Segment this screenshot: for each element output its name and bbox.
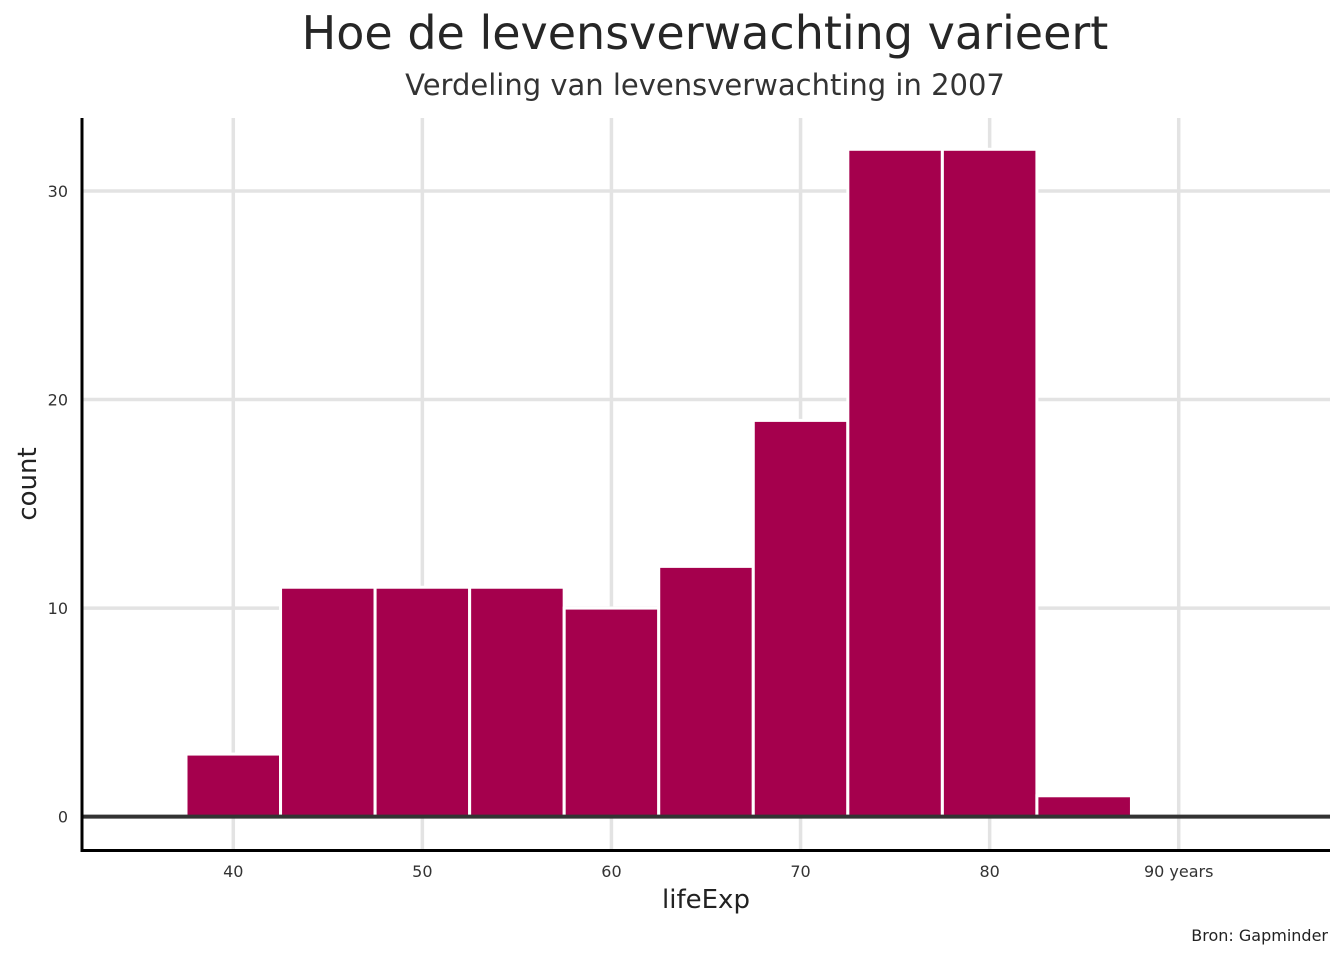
chart-subtitle: Verdeling van levensverwachting in 2007: [405, 68, 1005, 102]
x-tick-label-5: 90 years: [1144, 862, 1213, 881]
chart-title: Hoe de levensverwachting varieert: [301, 6, 1109, 60]
histogram-bar-65: [657, 564, 755, 819]
histogram-bar-60: [562, 606, 661, 819]
source-caption: Bron: Gapminder: [1191, 926, 1328, 945]
x-tick-label-2: 60: [601, 862, 621, 881]
y-tick-label-1: 10: [48, 599, 68, 618]
y-tick-label-0: 0: [58, 808, 68, 827]
x-tick-labels: 40 50 60 70 80 90 years: [223, 862, 1213, 881]
x-tick-label-1: 50: [412, 862, 432, 881]
histogram-bar-80: [940, 147, 1039, 819]
x-tick-label-0: 40: [223, 862, 243, 881]
x-axis-title: lifeExp: [662, 885, 750, 915]
histogram-bar-55: [468, 585, 566, 819]
x-tick-label-3: 70: [790, 862, 810, 881]
y-tick-label-2: 20: [48, 391, 68, 410]
histogram-bar-75: [846, 147, 944, 819]
histogram-bar-85: [1035, 794, 1133, 819]
y-tick-labels: 0 10 20 30: [48, 182, 68, 827]
y-axis-title: count: [13, 447, 43, 520]
histogram-bar-40: [184, 752, 283, 819]
histogram-bar-70: [751, 418, 850, 819]
histogram-bar-45: [279, 585, 377, 819]
x-tick-label-4: 80: [979, 862, 999, 881]
histogram-bar-50: [373, 585, 472, 819]
histogram-bars: [184, 147, 1133, 819]
y-tick-label-3: 30: [48, 182, 68, 201]
